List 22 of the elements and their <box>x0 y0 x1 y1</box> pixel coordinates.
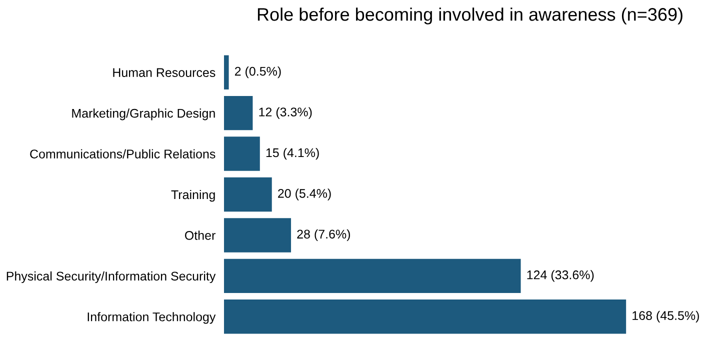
bar <box>224 55 229 90</box>
bar <box>224 136 260 171</box>
data-label: 20 (5.4%) <box>278 188 331 200</box>
y-tick-label: Physical Security/Information Security <box>6 271 216 284</box>
bar <box>224 96 253 130</box>
y-tick-label: Human Resources <box>113 68 216 78</box>
chart-title: Role before becoming involved in awareness (n=369) <box>258 8 682 24</box>
y-tick-label: Information Technology <box>88 312 216 324</box>
bar <box>224 258 521 294</box>
data-label: 28 (7.6%) <box>297 229 350 242</box>
data-label: 12 (3.3%) <box>259 107 312 119</box>
data-label: 168 (45.5%) <box>632 310 699 322</box>
y-tick-label: Communications/Public Relations <box>30 149 216 158</box>
y-tick-label: Marketing/Graphic Design <box>72 108 215 120</box>
y-tick-label: Other <box>185 230 216 240</box>
data-label: 2 (0.5%) <box>234 66 281 78</box>
bar <box>224 300 626 334</box>
bar <box>224 218 292 252</box>
data-label: 124 (33.6%) <box>527 270 594 282</box>
y-tick-label: Training <box>171 190 215 202</box>
bar <box>224 177 272 212</box>
data-label: 15 (4.1%) <box>266 148 319 160</box>
